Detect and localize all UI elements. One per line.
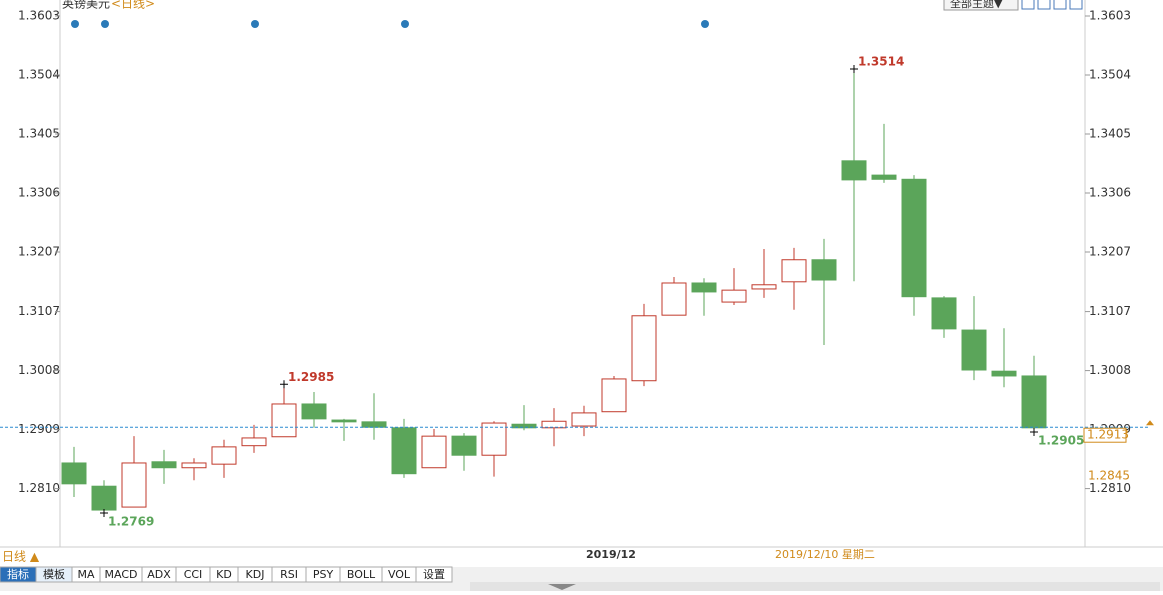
candle-body <box>871 174 897 180</box>
tab-label[interactable]: MA <box>77 568 94 581</box>
candle-body <box>571 412 597 427</box>
y-tick-label: 1.3207 <box>18 245 60 259</box>
tab-label[interactable]: 设置 <box>423 568 445 581</box>
y-tick-label: 1.3107 <box>18 304 60 318</box>
extreme-marker <box>850 65 858 74</box>
tab-label[interactable]: RSI <box>280 568 298 581</box>
candle-body <box>751 284 777 290</box>
tab-label[interactable]: VOL <box>388 568 411 581</box>
period-footer[interactable]: 日线 ▲ <box>2 550 40 564</box>
y2-tick-label: 1.3107 <box>1089 304 1131 318</box>
tab-label[interactable]: BOLL <box>347 568 376 581</box>
tab-label[interactable]: ADX <box>147 568 171 581</box>
candle-body <box>301 403 327 420</box>
candle-body <box>721 289 747 303</box>
tab-label[interactable]: 模板 <box>43 567 65 581</box>
candle-body <box>481 422 507 456</box>
event-dot[interactable] <box>701 20 709 28</box>
annotation: 1.2905 <box>1038 433 1084 447</box>
tab-label[interactable]: KDJ <box>246 568 265 581</box>
extreme-marker <box>1030 427 1038 436</box>
y-tick-label: 1.3603 <box>18 9 60 23</box>
candle-body <box>781 259 807 283</box>
y-tick-label: 1.2810 <box>18 481 60 495</box>
price-mark-label: 1.2845 <box>1088 469 1130 483</box>
candle-body <box>931 297 957 330</box>
icon[interactable] <box>1069 0 1083 10</box>
icon[interactable] <box>1037 0 1051 10</box>
candle-body <box>661 282 687 316</box>
candle-body <box>991 370 1017 377</box>
candle-body <box>121 462 147 508</box>
annotation: 1.3514 <box>858 55 904 69</box>
last-price-box <box>1083 427 1127 443</box>
candle-body <box>271 403 297 438</box>
y2-tick-label: 1.3603 <box>1089 9 1131 23</box>
scrollbar[interactable] <box>470 582 1160 591</box>
event-dot[interactable] <box>251 20 259 28</box>
candle-body <box>151 461 177 469</box>
y-tick-label: 1.3504 <box>18 68 60 82</box>
extreme-marker <box>100 509 108 518</box>
extreme-marker <box>280 380 288 389</box>
candle-body <box>391 427 417 475</box>
candle-body <box>361 421 387 428</box>
event-markers <box>71 20 709 28</box>
candle-body <box>601 378 627 413</box>
tabs: 指标 模板 MA MACD ADX CCI KD KDJ RSI PSY BOLL VOL 设置 <box>0 566 453 583</box>
y-tick-label: 1.2909 <box>18 422 60 436</box>
candle-body <box>451 435 477 456</box>
annotation: 1.2769 <box>108 515 154 529</box>
y-tick-label: 1.3306 <box>18 186 60 200</box>
last-price-label: 1.2913 <box>1087 428 1129 442</box>
y-tick-label: 1.3008 <box>18 363 60 377</box>
cursor-date: 2019/12/10 星期二 <box>775 548 875 561</box>
period: <日线> <box>111 0 155 11</box>
event-dot[interactable] <box>71 20 79 28</box>
candle-body <box>241 437 267 447</box>
candle-body <box>91 485 117 511</box>
candle-body <box>511 423 537 429</box>
candle-body <box>1021 375 1047 429</box>
candle-body <box>61 462 87 485</box>
candle-body <box>181 462 207 469</box>
y2-tick-label: 1.2810 <box>1089 481 1131 495</box>
tab-label[interactable]: KD <box>216 568 232 581</box>
tab-label[interactable]: PSY <box>313 568 334 581</box>
y2-tick-label: 1.3207 <box>1089 245 1131 259</box>
tab-label[interactable]: 指标 <box>7 567 29 581</box>
candle-body <box>691 282 717 293</box>
x-axis-label: 2019/12 <box>586 548 636 561</box>
tab-label[interactable]: CCI <box>184 568 203 581</box>
icon[interactable] <box>1053 0 1067 10</box>
y2-tick-label: 1.3504 <box>1089 68 1131 82</box>
candle-body <box>541 420 567 429</box>
candle-body <box>331 419 357 423</box>
y2-tick-label: 1.3306 <box>1089 186 1131 200</box>
y2-tick-label: 1.3405 <box>1089 127 1131 141</box>
event-dot[interactable] <box>401 20 409 28</box>
y2-tick-label: 1.3008 <box>1089 363 1131 377</box>
candle-body <box>841 160 867 181</box>
candle-body <box>811 259 837 281</box>
symbol: 英镑美元 <box>62 0 110 11</box>
theme-button[interactable] <box>943 0 1019 11</box>
event-dot[interactable] <box>101 20 109 28</box>
tab[interactable] <box>415 566 453 583</box>
candle-body <box>421 435 447 469</box>
candle-body <box>211 446 237 465</box>
last-price-arrow <box>1146 420 1154 426</box>
icon[interactable] <box>1021 0 1035 10</box>
candle-body <box>961 329 987 371</box>
theme-label[interactable]: 全部主题▼ <box>950 0 1003 10</box>
candle-body <box>631 315 657 382</box>
y-tick-label: 1.3405 <box>18 127 60 141</box>
scroll-arrow[interactable] <box>548 584 576 590</box>
candle-body <box>901 178 927 298</box>
tab-label[interactable]: MACD <box>105 568 138 581</box>
annotation: 1.2985 <box>288 370 334 384</box>
